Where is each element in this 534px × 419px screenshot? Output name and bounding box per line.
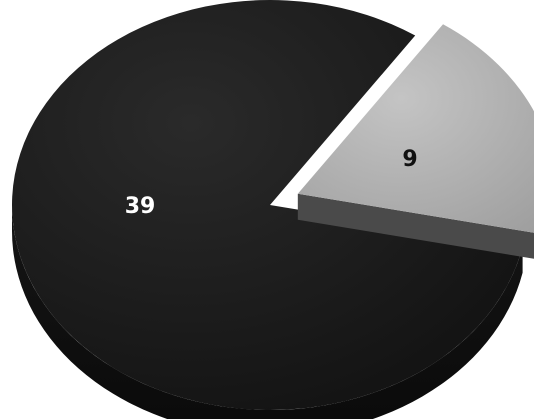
slice-39	[12, 0, 523, 411]
data-label-39: 39	[125, 194, 156, 219]
data-label-9: 9	[402, 147, 417, 172]
slice-9-cut-face	[297, 193, 534, 259]
slice-9	[297, 24, 534, 233]
